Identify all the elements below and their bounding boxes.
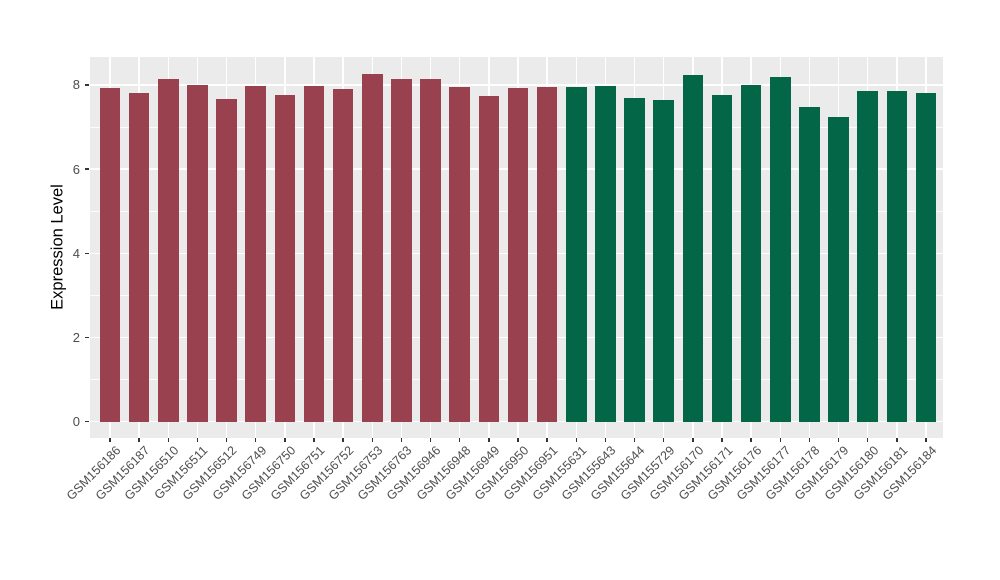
bar-GSM156181 bbox=[886, 90, 908, 422]
bar-GSM156750 bbox=[274, 94, 296, 422]
bar-GSM156753 bbox=[362, 73, 383, 422]
y-tick-label: 8 bbox=[72, 77, 80, 93]
x-tick-mark bbox=[808, 438, 811, 442]
x-tick-mark bbox=[138, 438, 140, 442]
x-tick-mark bbox=[575, 438, 577, 442]
bar-GSM156751 bbox=[303, 85, 325, 422]
x-tick-mark bbox=[750, 438, 752, 442]
x-tick-mark bbox=[109, 438, 111, 442]
bar-GSM156179 bbox=[828, 116, 849, 422]
bar-GSM155644 bbox=[624, 97, 645, 422]
x-tick-mark bbox=[400, 438, 403, 442]
x-tick-mark bbox=[604, 438, 607, 442]
x-tick-mark bbox=[517, 438, 519, 442]
bar-GSM156511 bbox=[187, 84, 208, 422]
x-tick-mark bbox=[371, 438, 373, 442]
bar-GSM156763 bbox=[391, 79, 412, 422]
y-tick-label: 2 bbox=[72, 330, 80, 345]
x-tick-mark bbox=[342, 438, 344, 442]
bar-GSM156948 bbox=[449, 87, 470, 422]
x-tick-mark bbox=[167, 438, 169, 442]
x-tick-mark bbox=[896, 438, 898, 442]
bar-GSM156171 bbox=[711, 95, 733, 422]
x-tick-mark bbox=[255, 438, 257, 442]
x-tick-mark bbox=[837, 438, 840, 442]
x-tick-mark bbox=[867, 438, 869, 442]
bar-GSM156187 bbox=[128, 92, 150, 422]
y-tick-mark bbox=[85, 252, 89, 254]
x-tick-mark bbox=[313, 438, 315, 442]
bar-GSM156178 bbox=[799, 107, 820, 422]
bar-GSM156951 bbox=[536, 87, 558, 422]
x-tick-mark bbox=[692, 438, 694, 442]
bar-GSM155729 bbox=[653, 100, 674, 422]
y-tick-mark bbox=[85, 336, 89, 339]
bar-GSM155643 bbox=[595, 85, 616, 422]
plot-panel bbox=[90, 57, 943, 438]
bar-GSM156512 bbox=[216, 99, 237, 422]
bar-GSM156186 bbox=[99, 87, 121, 422]
x-tick-mark bbox=[721, 438, 723, 442]
bar-GSM156946 bbox=[420, 79, 441, 422]
bar-GSM156177 bbox=[770, 76, 791, 422]
y-tick-mark bbox=[85, 168, 89, 170]
bar-GSM156949 bbox=[478, 96, 500, 422]
y-tick-mark bbox=[85, 421, 89, 423]
bar-GSM156749 bbox=[245, 85, 266, 422]
bar-GSM156752 bbox=[332, 89, 354, 422]
x-tick-mark bbox=[488, 438, 490, 442]
gridline-major bbox=[90, 84, 943, 86]
x-tick-mark bbox=[459, 438, 461, 442]
bar-GSM156170 bbox=[682, 75, 704, 422]
x-tick-mark bbox=[546, 438, 548, 442]
bar-GSM156180 bbox=[857, 91, 878, 422]
y-tick-label: 4 bbox=[72, 245, 80, 261]
x-tick-mark bbox=[284, 438, 286, 442]
y-tick-label: 0 bbox=[72, 414, 80, 430]
x-tick-mark bbox=[225, 438, 228, 442]
bar-GSM156184 bbox=[915, 93, 937, 422]
x-tick-mark bbox=[633, 438, 636, 442]
bar-GSM156176 bbox=[740, 84, 762, 422]
bar-GSM156950 bbox=[507, 87, 529, 422]
x-tick-mark bbox=[779, 438, 781, 442]
x-tick-mark bbox=[196, 438, 199, 442]
bar-GSM155631 bbox=[566, 87, 587, 422]
bar-GSM156510 bbox=[158, 78, 179, 422]
x-tick-mark bbox=[663, 438, 665, 442]
x-tick-mark bbox=[429, 438, 432, 442]
y-tick-mark bbox=[85, 84, 89, 86]
x-tick-mark bbox=[925, 438, 927, 442]
y-tick-label: 6 bbox=[72, 161, 80, 177]
gridline-major bbox=[90, 420, 943, 423]
